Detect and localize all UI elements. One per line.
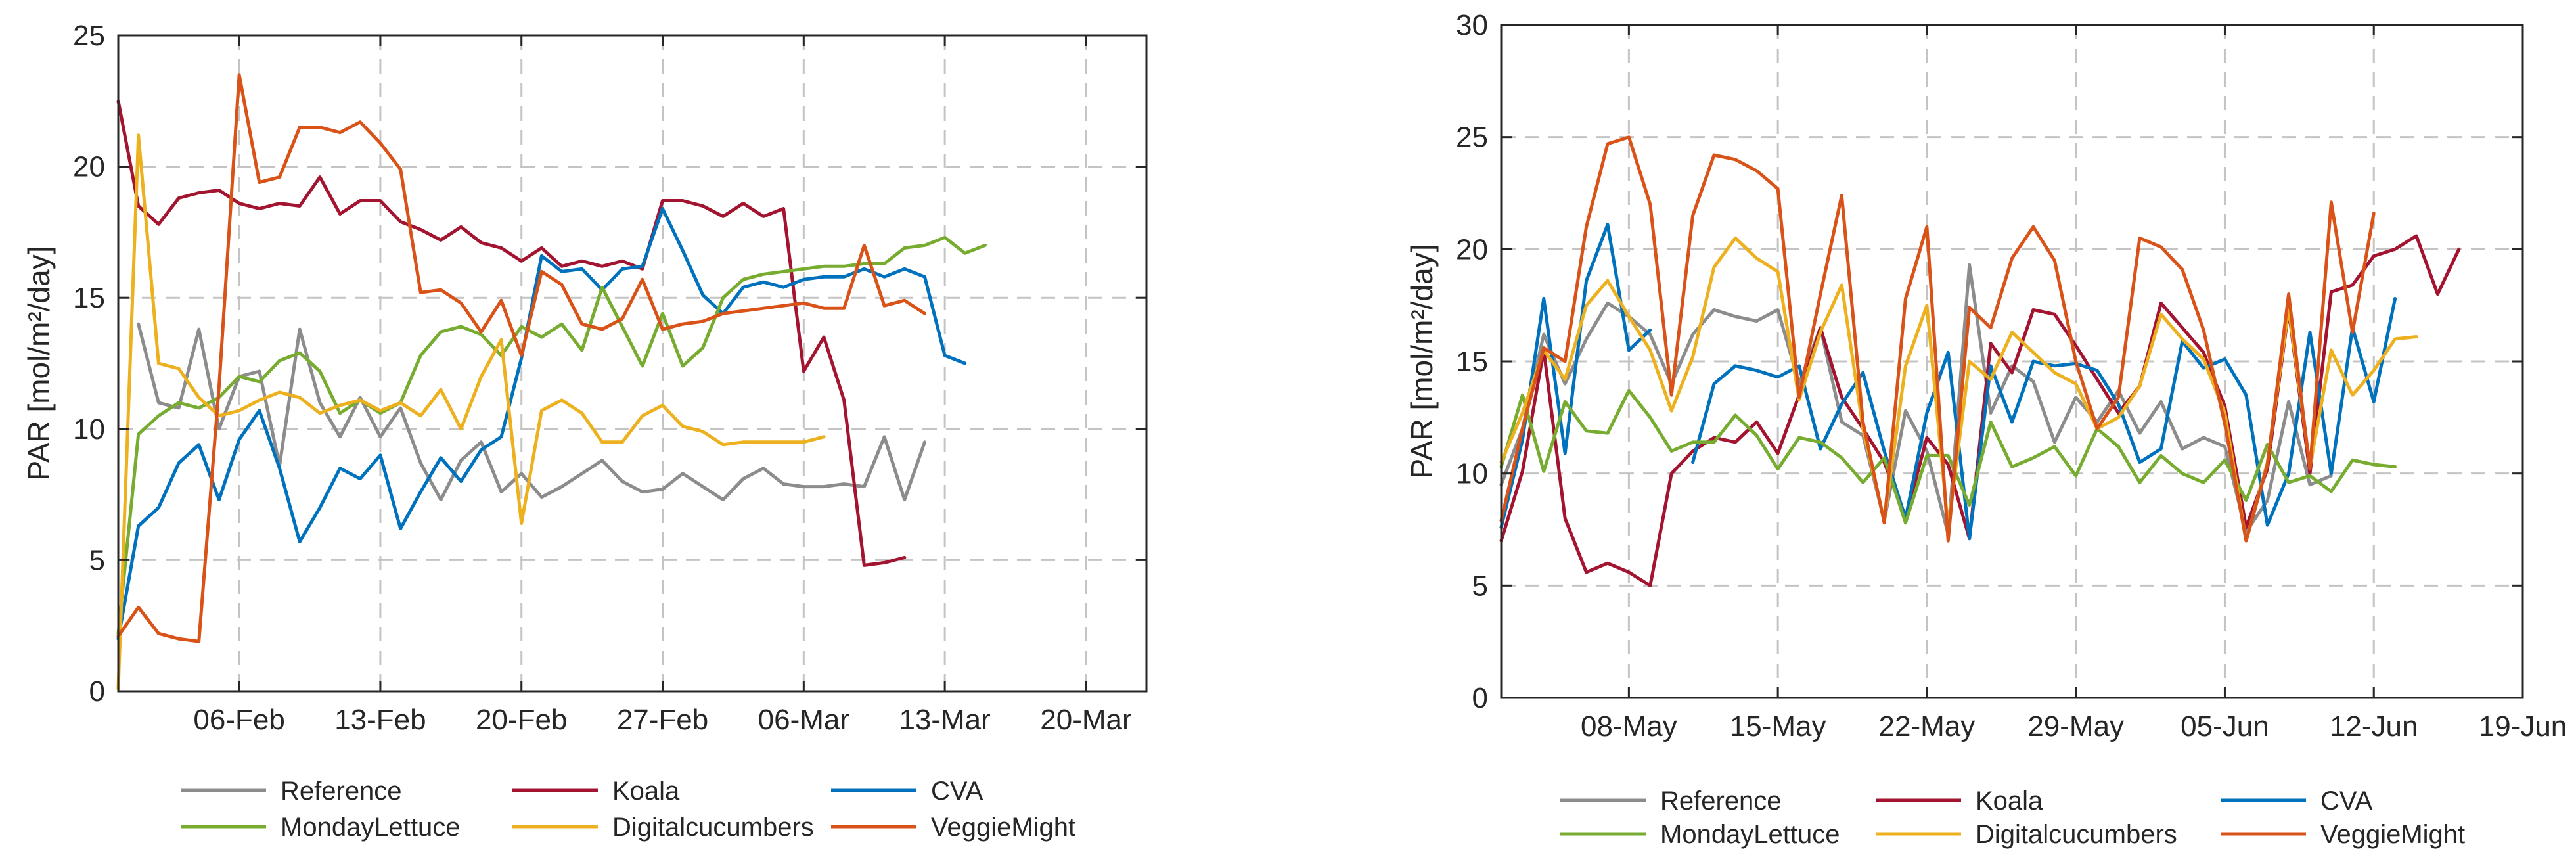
series-line-reference	[137, 322, 926, 502]
y-tick-label: 5	[89, 544, 105, 576]
x-tick-label: 15-May	[1730, 710, 1826, 742]
y-tick-label: 30	[1456, 9, 1488, 41]
x-tick-label: 13-Feb	[334, 704, 426, 736]
y-tick-label: 15	[1456, 346, 1488, 378]
series-line-koala	[116, 99, 907, 567]
y-tick-label: 25	[73, 20, 105, 52]
legend-label-veggiemight: VeggieMight	[2320, 820, 2465, 849]
legend-label-mondaylettuce: MondayLettuce	[1660, 820, 1840, 849]
x-tick-label: 20-Mar	[1040, 704, 1131, 736]
legend-label-cva: CVA	[2320, 787, 2373, 815]
x-tick-label: 20-Feb	[476, 704, 567, 736]
x-tick-label: 06-Feb	[193, 704, 284, 736]
y-tick-label: 10	[1456, 458, 1488, 490]
chart-left: 0 5 10 15 20 25 06-Feb 13-Feb 20-Feb 27-Feb 06-Mar…	[22, 20, 1148, 842]
x-tick-label: 06-Mar	[758, 704, 849, 736]
y-axis-label: PAR [mol/m²/day]	[22, 246, 56, 481]
y-tick-label: 25	[1456, 122, 1488, 154]
x-tick-label: 12-Jun	[2330, 710, 2418, 742]
legend-label-mondaylettuce: MondayLettuce	[281, 813, 461, 842]
x-tick-label: 22-May	[1879, 710, 1976, 742]
y-tick-label: 20	[1456, 233, 1488, 265]
series-line-digitalcucumbers	[116, 133, 826, 691]
legend-label-koala: Koala	[612, 777, 680, 806]
x-tick-label: 29-May	[2027, 710, 2124, 742]
y-tick-label: 15	[73, 282, 105, 314]
x-tick-label: 08-May	[1581, 710, 1677, 742]
y-tick-label: 10	[73, 413, 105, 445]
x-tick-label: 13-Mar	[899, 704, 990, 736]
x-tick-label: 05-Jun	[2181, 710, 2269, 742]
axes-box	[117, 34, 1148, 693]
legend-label-reference: Reference	[281, 777, 402, 806]
legend-label-digitalcucumbers: Digitalcucumbers	[612, 813, 814, 842]
x-tick-label: 19-Jun	[2479, 710, 2567, 742]
legend-label-digitalcucumbers: Digitalcucumbers	[1976, 820, 2177, 849]
legend-label-veggiemight: VeggieMight	[931, 813, 1075, 842]
legend-label-reference: Reference	[1660, 787, 1782, 815]
y-tick-label: 20	[73, 151, 105, 183]
series-line-veggiemight	[116, 73, 926, 643]
y-tick-label: 0	[89, 675, 105, 708]
series-line-mondaylettuce	[116, 235, 987, 635]
y-tick-label: 0	[1472, 682, 1488, 714]
series-line-mondaylettuce	[1499, 388, 2397, 525]
y-axis-label: PAR [mol/m²/day]	[1405, 244, 1439, 479]
x-tick-label: 27-Feb	[617, 704, 708, 736]
series-line-cva	[116, 207, 967, 641]
legend-label-koala: Koala	[1976, 787, 2043, 815]
plot-area	[118, 35, 1146, 691]
series-line-veggiemight	[1499, 135, 2376, 543]
legend-label-cva: CVA	[931, 777, 983, 806]
y-tick-label: 5	[1472, 570, 1488, 602]
chart-right: 0 5 10 15 20 25 30 08-May 15-May 22-May 29-May 05-J…	[1405, 9, 2567, 849]
series-line-reference	[1499, 263, 2333, 536]
